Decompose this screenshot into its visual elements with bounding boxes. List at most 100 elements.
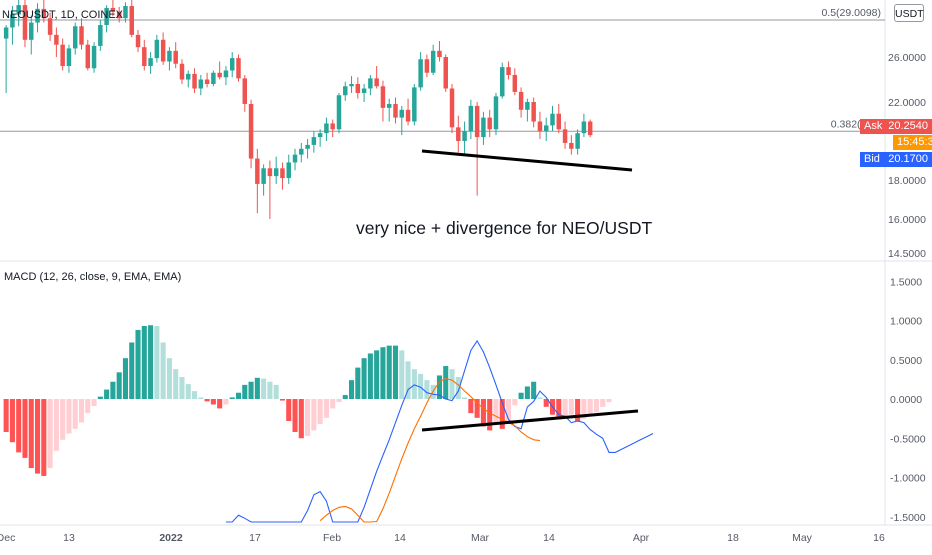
price-support-trendline bbox=[421, 149, 633, 172]
macd-hist-bar bbox=[116, 372, 122, 399]
macd-tick-label: 0.0000 bbox=[890, 394, 922, 406]
candle-body bbox=[543, 125, 549, 132]
trend-lines[interactable] bbox=[421, 149, 639, 432]
candle-body bbox=[280, 168, 285, 179]
time-tick-label: May bbox=[792, 532, 813, 544]
macd-hist-bar bbox=[66, 399, 72, 434]
macd-hist-bar bbox=[418, 373, 424, 399]
macd-hist-bar bbox=[575, 399, 581, 421]
macd-hist-bar bbox=[254, 377, 260, 399]
candle-body bbox=[418, 59, 423, 88]
candle-body bbox=[116, 11, 122, 19]
macd-hist-bar bbox=[355, 367, 361, 399]
candle-body bbox=[85, 44, 91, 69]
macd-hist-bar bbox=[493, 399, 499, 425]
candle-body bbox=[500, 67, 505, 97]
candle-body bbox=[148, 58, 153, 66]
candle-body bbox=[430, 50, 436, 73]
macd-hist-bar bbox=[179, 377, 185, 399]
candle-body bbox=[47, 18, 53, 35]
macd-hist-bar bbox=[367, 353, 373, 399]
macd-hist-bar bbox=[242, 384, 248, 399]
candle-body bbox=[267, 168, 273, 177]
candle-body bbox=[474, 105, 480, 138]
price-tick-label: 26.0000 bbox=[888, 52, 926, 64]
macd-hist-bar bbox=[261, 378, 267, 399]
grid bbox=[0, 0, 932, 526]
candle-body bbox=[123, 6, 128, 19]
candle-body bbox=[154, 39, 160, 59]
candle-body bbox=[54, 34, 59, 45]
macd-hist-bar bbox=[53, 399, 59, 451]
macd-hist-bar bbox=[600, 399, 606, 407]
macd-hist-bar bbox=[229, 397, 235, 399]
time-tick-label: 13 bbox=[63, 532, 75, 544]
candle-body bbox=[330, 123, 335, 130]
candle-body bbox=[525, 102, 530, 110]
macd-hist-bar bbox=[248, 381, 254, 399]
candle-body bbox=[22, 5, 28, 40]
macd-hist-bar bbox=[267, 381, 273, 399]
candle-body bbox=[481, 117, 486, 138]
candle-body bbox=[41, 8, 47, 19]
macd-hist-bar bbox=[78, 399, 85, 423]
macd-hist-bar bbox=[342, 395, 348, 399]
macd-hist-bar bbox=[480, 399, 486, 427]
candle-body bbox=[343, 86, 348, 96]
candle-body bbox=[468, 105, 474, 132]
candle-body bbox=[374, 78, 379, 87]
macd-hist-bar bbox=[305, 399, 311, 436]
candle-body bbox=[531, 102, 536, 122]
macd-hist-bar bbox=[506, 399, 512, 421]
macd-hist-bar bbox=[392, 345, 399, 399]
macd-hist-bar bbox=[562, 399, 568, 418]
macd-hist-bar bbox=[424, 380, 430, 399]
macd-hist-bar bbox=[568, 399, 574, 415]
macd-hist-bar bbox=[323, 399, 329, 418]
candle-body bbox=[437, 50, 442, 57]
macd-hist-bar bbox=[449, 369, 455, 399]
divergence-annotation[interactable]: very nice + divergence for NEO/USDT bbox=[356, 218, 653, 238]
currency-unit-button[interactable]: USDT bbox=[894, 4, 924, 22]
price-tick-label: 16.0000 bbox=[888, 214, 926, 226]
macd-hist-bar bbox=[474, 399, 480, 418]
candle-body bbox=[186, 73, 191, 80]
bid-tag: Bid 20.1700 bbox=[860, 152, 932, 167]
macd-hist-bar bbox=[349, 380, 355, 399]
candle-body bbox=[110, 7, 116, 12]
macd-hist-bar bbox=[468, 399, 474, 414]
macd-tick-label: -0.5000 bbox=[890, 433, 926, 445]
macd-hist-bar bbox=[28, 399, 34, 469]
time-axis[interactable]: Dec 13 2022 17 Feb 14 Mar 14 Apr 18 May 16 bbox=[0, 532, 885, 544]
macd-line bbox=[225, 339, 654, 523]
macd-title[interactable]: MACD (12, 26, close, 9, EMA, EMA) bbox=[4, 271, 182, 283]
price-candles[interactable] bbox=[3, 0, 593, 219]
symbol-info: NEOUSDT, 1D, COINEX bbox=[2, 9, 124, 21]
macd-hist-bar bbox=[436, 375, 442, 399]
price-axis[interactable]: 14.5000 16.0000 18.0000 22.0000 26.0000 1.500… bbox=[888, 52, 926, 524]
candle-body bbox=[292, 154, 298, 163]
candle-body bbox=[255, 158, 260, 184]
candle-body bbox=[493, 96, 499, 130]
candle-body bbox=[349, 84, 354, 87]
candle-body bbox=[518, 91, 524, 110]
time-tick-label: 14 bbox=[543, 532, 555, 544]
macd-hist-bar bbox=[198, 397, 204, 399]
candle-body bbox=[160, 39, 166, 62]
candle-body bbox=[248, 103, 254, 159]
candle-body bbox=[261, 168, 266, 184]
candle-body bbox=[550, 113, 555, 126]
macd-hist-bar bbox=[512, 399, 518, 406]
candle-body bbox=[386, 103, 392, 108]
ask-tag: Ask 20.2540 bbox=[860, 119, 932, 134]
macd-hist-bar bbox=[386, 345, 392, 399]
macd-hist-bar bbox=[593, 399, 599, 413]
fib-levels: 0.5(29.0098)0.382(20.5 bbox=[0, 7, 885, 132]
macd-hist-bar bbox=[72, 399, 78, 429]
candle-body bbox=[562, 129, 568, 143]
candle-body bbox=[236, 58, 241, 79]
signal-line bbox=[319, 378, 540, 523]
macd-hist-bar bbox=[556, 399, 562, 420]
